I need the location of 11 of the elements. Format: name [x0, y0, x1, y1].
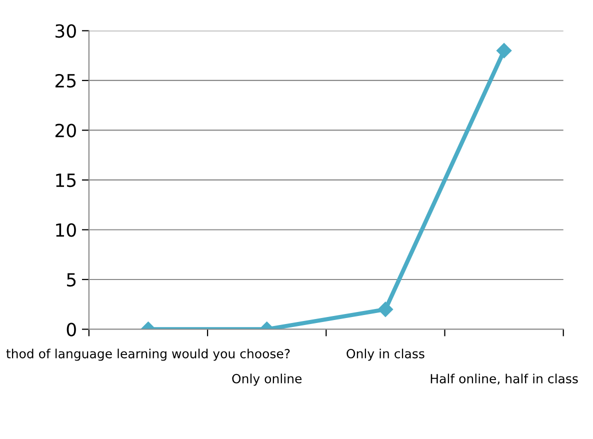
- x-tick-label: thod of language learning would you choose?: [6, 348, 290, 361]
- x-tick-label: Half online, half in class: [430, 374, 578, 385]
- x-tick-label: Only online: [232, 374, 302, 386]
- x-tick-label: Only in class: [346, 348, 424, 361]
- y-tick-label: 0: [66, 322, 76, 336]
- y-tick-label: 10: [56, 223, 76, 237]
- y-tick-label: 15: [56, 174, 76, 188]
- y-tick-label: 30: [56, 24, 76, 38]
- y-tick-label: 25: [55, 74, 76, 88]
- y-tick-label: 5: [67, 273, 76, 287]
- y-tick-label: 20: [55, 124, 76, 138]
